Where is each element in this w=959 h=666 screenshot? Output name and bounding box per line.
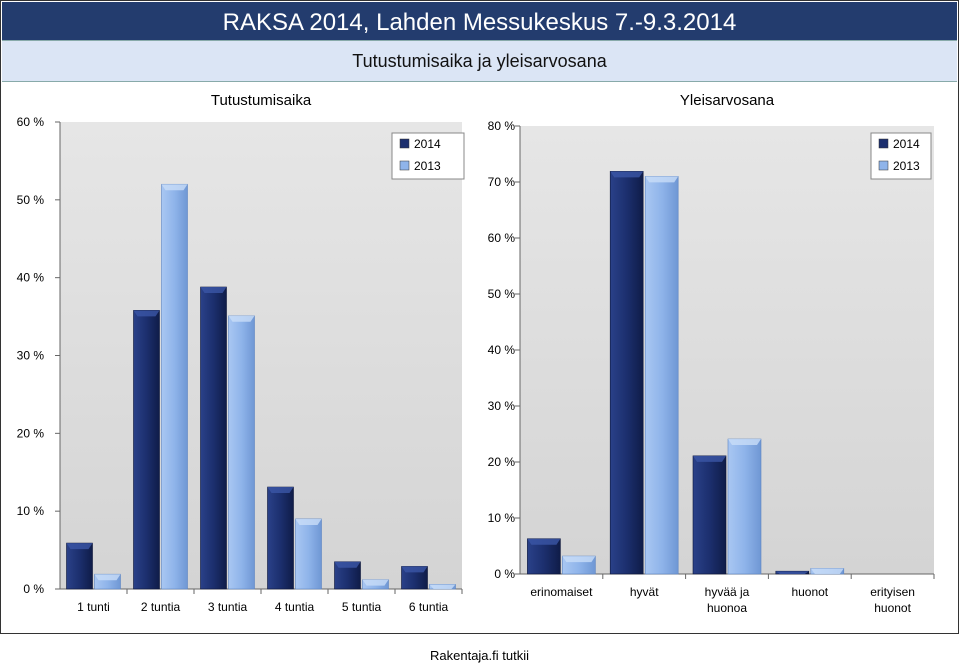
bar-cap-2014-0 [66, 543, 93, 550]
bar-2014-1 [609, 171, 644, 575]
y-tick-label-0: 20 % [17, 426, 45, 440]
bar-cap-2014-1 [610, 171, 644, 178]
x-category-label-0: 2 tuntia [141, 600, 181, 614]
legend-label-2013-0: 2013 [414, 159, 441, 173]
bar-cap-2014-0 [133, 310, 160, 317]
y-tick-label-0: 30 % [17, 349, 45, 363]
x-category-label-1: hyvät [630, 585, 659, 599]
y-tick-label-0: 0 % [23, 582, 44, 596]
bar-cap-2013-1 [810, 568, 844, 574]
legend-label-2014-1: 2014 [893, 137, 920, 151]
legend-swatch-2014-1 [878, 138, 889, 149]
bar-cap-2013-0 [94, 574, 121, 581]
page-title: RAKSA 2014, Lahden Messukeskus 7.-9.3.20… [2, 2, 957, 40]
bar-cap-2014-1 [775, 571, 809, 574]
x-category-label-0: 4 tuntia [275, 600, 315, 614]
page-subtitle: Tutustumisaika ja yleisarvosana [2, 40, 957, 82]
y-tick-label-0: 40 % [17, 271, 45, 285]
y-tick-label-1: 10 % [488, 511, 516, 525]
legend-label-2013-1: 2013 [893, 159, 920, 173]
x-category-label-1: erinomaiset [530, 585, 593, 599]
y-tick-label-1: 50 % [488, 287, 516, 301]
bar-2013-0 [161, 183, 188, 590]
x-category-label-0: 6 tuntia [409, 600, 449, 614]
y-tick-label-1: 0 % [494, 567, 515, 581]
bar-2013-0 [295, 518, 322, 590]
y-tick-label-1: 80 % [488, 119, 516, 133]
bar-cap-2014-1 [527, 538, 561, 545]
bar-cap-2013-1 [728, 439, 761, 446]
bar-2013-0 [228, 315, 255, 590]
bar-cap-2013-1 [562, 556, 596, 563]
chart-title-1: Yleisarvosana [680, 92, 775, 109]
bar-2014-0 [267, 486, 294, 590]
y-tick-label-1: 40 % [488, 343, 516, 357]
x-category-label-1: huonot [874, 601, 911, 615]
legend-swatch-2013-0 [399, 160, 410, 171]
bar-cap-2013-1 [645, 176, 679, 183]
footer-credit: Rakentaja.fi tutkii [430, 648, 529, 663]
y-tick-label-0: 10 % [17, 504, 45, 518]
bar-2014-1 [692, 455, 727, 575]
legend-swatch-2013-1 [878, 160, 889, 171]
x-category-label-1: huonoa [707, 601, 747, 615]
bar-2013-1 [644, 176, 679, 575]
y-tick-label-1: 60 % [488, 231, 516, 245]
bar-cap-2013-0 [228, 315, 255, 322]
bar-cap-2013-0 [295, 518, 322, 525]
x-category-label-0: 5 tuntia [342, 600, 382, 614]
charts-canvas: Tutustumisaika 0 % 10 % 20 % 30 % 40 % 50 % 60 … [17, 92, 935, 615]
bar-cap-2014-0 [334, 561, 361, 568]
legend-box-0 [391, 132, 465, 180]
x-category-label-1: erityisen [870, 585, 915, 599]
bar-2014-0 [133, 310, 160, 590]
legend-swatch-2014-0 [399, 138, 410, 149]
plot-area-1 [520, 126, 934, 574]
y-tick-label-0: 50 % [17, 193, 45, 207]
legend-label-2014-0: 2014 [414, 137, 441, 151]
x-category-label-0: 1 tunti [77, 600, 110, 614]
bar-2013-1 [727, 438, 762, 575]
bar-cap-2013-0 [429, 584, 456, 589]
bar-cap-2014-0 [200, 287, 227, 294]
x-category-label-1: huonot [791, 585, 828, 599]
bar-2014-0 [200, 286, 227, 590]
y-tick-label-1: 30 % [488, 399, 516, 413]
bar-cap-2014-0 [267, 487, 294, 494]
x-category-label-0: 3 tuntia [208, 600, 248, 614]
chart-title-0: Tutustumisaika [211, 92, 312, 109]
bar-cap-2014-0 [401, 566, 428, 573]
y-tick-label-1: 70 % [488, 175, 516, 189]
plot-area-0 [60, 122, 462, 589]
bar-cap-2014-1 [693, 455, 726, 462]
x-category-label-1: hyvää ja [705, 585, 750, 599]
bar-2014-0 [66, 542, 93, 590]
bar-cap-2013-0 [362, 579, 389, 586]
y-tick-label-0: 60 % [17, 115, 45, 129]
bar-cap-2013-0 [161, 184, 188, 191]
y-tick-label-1: 20 % [488, 455, 516, 469]
